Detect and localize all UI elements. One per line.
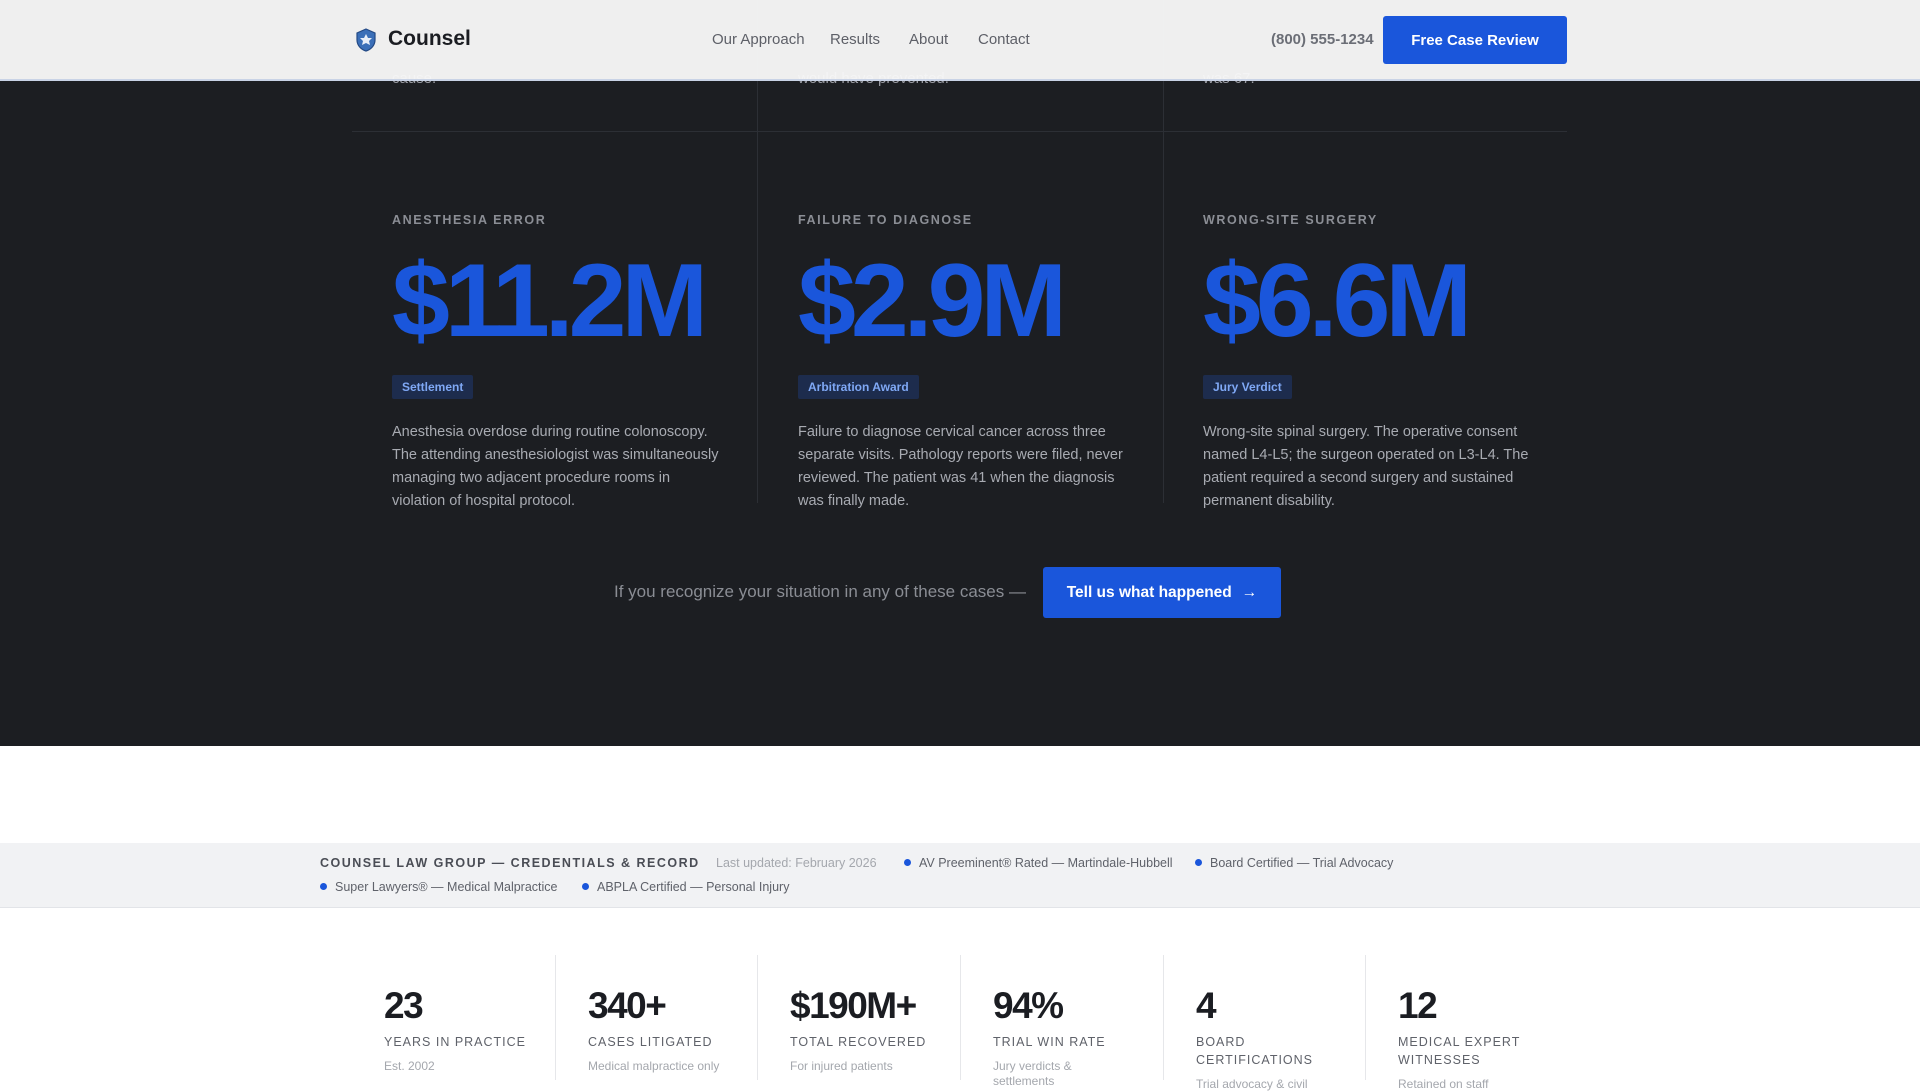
stat-value: 12 [1398,985,1438,1026]
stat-value: 94% [993,985,1064,1026]
credential-item: ABPLA Certified — Personal Injury [582,880,789,894]
bullet-icon [582,883,589,890]
phone-link[interactable]: (800) 555-1234 [1271,31,1374,48]
credentials-bar: COUNSEL LAW GROUP — CREDENTIALS & RECORD… [0,843,1920,908]
stat-sub: Est. 2002 [384,1059,435,1073]
bullet-icon [1195,859,1202,866]
case-card: WRONG-SITE SURGERY $6.6M Jury Verdict Wr… [1163,131,1568,553]
case-amount: $2.9M [798,243,1067,359]
stat-value: 340+ [588,985,667,1026]
divider [352,131,1567,132]
credential-item: Board Certified — Trial Advocacy [1195,856,1393,870]
credential-item: AV Preeminent® Rated — Martindale-Hubbel… [904,856,1173,870]
credential-label: ABPLA Certified — Personal Injury [597,880,790,894]
case-description: Wrong-site spinal surgery. The operative… [1203,424,1529,509]
case-category: WRONG-SITE SURGERY [1203,213,1378,227]
cta-prompt: If you recognize your situation in any o… [613,582,1026,601]
divider [1163,0,1164,503]
bullet-icon [904,859,911,866]
stat-value: $190M+ [790,985,917,1026]
credentials-title: COUNSEL LAW GROUP — CREDENTIALS & RECORD [320,856,700,870]
case-type-badge: Jury Verdict [1203,375,1292,399]
stat-label: MEDICAL EXPERT WITNESSES [1398,1035,1521,1067]
case-description: Failure to diagnose cervical cancer acro… [798,424,1123,509]
tell-us-label: Tell us what happened [1066,583,1232,601]
stat-years: 23 YEARS IN PRACTICE Est. 2002 [352,955,555,1080]
nav-results[interactable]: Results [830,31,881,48]
stat-sub: Medical malpractice only [588,1059,720,1073]
stat-label: TOTAL RECOVERED [790,1035,927,1049]
case-card: FAILURE TO DIAGNOSE $2.9M Arbitration Aw… [758,131,1163,553]
stat-label: YEARS IN PRACTICE [384,1035,527,1049]
stat-recovered: $190M+ TOTAL RECOVERED For injured patie… [757,955,960,1080]
stat-value: 23 [384,985,424,1026]
credential-label: Super Lawyers® — Medical Malpractice [335,880,558,894]
brand-name[interactable]: Counsel [388,27,471,50]
case-description: Anesthesia overdose during routine colon… [392,424,719,509]
arrow-right-icon: → [1241,583,1258,601]
last-updated: Last updated: February 2026 [716,856,877,870]
stat-label: CASES LITIGATED [588,1035,713,1049]
nav-about[interactable]: About [909,31,949,48]
case-category: ANESTHESIA ERROR [392,213,547,227]
stat-label: BOARD CERTIFICATIONS [1196,1035,1314,1067]
nav-our-approach[interactable]: Our Approach [712,31,805,48]
case-amount: $6.6M [1203,243,1472,359]
stat-sub: Trial advocacy & civil [1196,1077,1308,1091]
site-header: Counsel Our Approach Results About Conta… [0,0,1920,81]
case-type-badge: Arbitration Award [798,375,919,399]
tell-us-button[interactable]: Tell us what happened → [1043,567,1281,618]
stat-label: TRIAL WIN RATE [993,1035,1106,1049]
stat-value: 4 [1196,985,1217,1026]
case-type-badge: Settlement [392,375,474,399]
stat-sub: Jury verdicts & settlements [993,1059,1072,1088]
credential-label: Board Certified — Trial Advocacy [1210,856,1394,870]
case-card: ANESTHESIA ERROR $11.2M Settlement Anest… [352,131,757,553]
nav-contact[interactable]: Contact [978,31,1030,48]
divider [757,0,758,503]
stat-win-rate: 94% TRIAL WIN RATE Jury verdicts & settl… [960,955,1163,1088]
credential-label: AV Preeminent® Rated — Martindale-Hubbel… [919,856,1173,870]
credential-item: Super Lawyers® — Medical Malpractice [320,880,558,894]
stat-sub: Retained on staff [1398,1077,1489,1091]
case-results-section: cause. would have prevented. was 67. ANE… [0,0,1920,746]
stat-certifications: 4 BOARD CERTIFICATIONS Trial advocacy & … [1163,955,1366,1091]
case-amount: $11.2M [392,243,708,359]
stat-experts: 12 MEDICAL EXPERT WITNESSES Retained on … [1365,955,1568,1091]
bullet-icon [320,883,327,890]
free-case-review-button[interactable]: Free Case Review [1383,16,1567,64]
case-category: FAILURE TO DIAGNOSE [798,213,973,227]
shield-logo-icon[interactable] [355,28,377,52]
stat-sub: For injured patients [790,1059,893,1073]
stat-cases: 340+ CASES LITIGATED Medical malpractice… [555,955,758,1080]
